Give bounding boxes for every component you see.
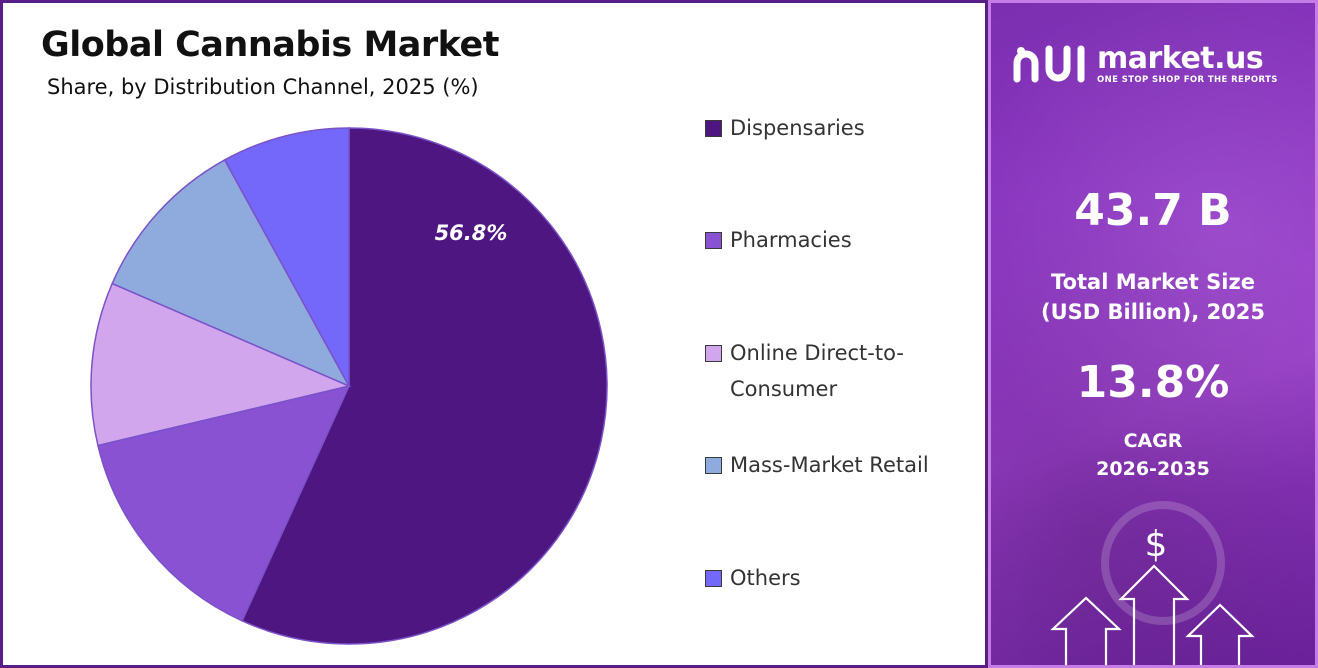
background-overlay bbox=[991, 3, 1315, 665]
legend-swatch bbox=[705, 345, 722, 362]
pie-slice-online-direct-to-consumer bbox=[90, 282, 352, 447]
legend-label: Online Direct-to-Consumer bbox=[730, 341, 904, 401]
brand-logo: market.us ONE STOP SHOP FOR THE REPORTS bbox=[1011, 41, 1301, 91]
legend-swatch bbox=[705, 457, 722, 474]
pie-slice-pharmacies bbox=[97, 384, 351, 622]
legend-label: Pharmacies bbox=[730, 228, 852, 252]
growth-arrows-illustration: $ bbox=[1050, 501, 1255, 665]
legend-label: Dispensaries bbox=[730, 116, 865, 140]
chart-subtitle: Share, by Distribution Channel, 2025 (%) bbox=[47, 75, 479, 99]
market-size-label-line2: (USD Billion), 2025 bbox=[1040, 300, 1266, 324]
market-us-logo-icon bbox=[1013, 45, 1085, 83]
chart-title: Global Cannabis Market bbox=[41, 25, 499, 65]
legend-swatch bbox=[705, 570, 722, 587]
legend-item-mass-market-retail: Mass-Market Retail bbox=[705, 453, 985, 483]
dollar-icon: $ bbox=[1145, 524, 1168, 565]
cagr-period: 2026-2035 bbox=[1096, 458, 1210, 480]
data-label-dispensaries: 56.8% bbox=[435, 221, 508, 245]
pie-slice-dispensaries bbox=[241, 127, 608, 645]
brand-tagline: ONE STOP SHOP FOR THE REPORTS bbox=[1097, 75, 1278, 85]
chart-panel: Global Cannabis Market Share, by Distrib… bbox=[0, 0, 988, 668]
legend-item-online-direct-to-consumer: Online Direct-to-Consumer bbox=[705, 341, 985, 407]
brand-name: market.us bbox=[1097, 41, 1264, 76]
arrow-icons bbox=[1050, 564, 1255, 665]
legend-item-dispensaries: Dispensaries bbox=[705, 116, 985, 146]
pie-slice-mass-market-retail bbox=[111, 158, 351, 388]
pie-chart: 56.8% bbox=[90, 127, 608, 645]
legend-swatch bbox=[705, 120, 722, 137]
legend-item-pharmacies: Pharmacies bbox=[705, 228, 985, 258]
market-size-label-line1: Total Market Size bbox=[1051, 270, 1255, 294]
pie-slice-others bbox=[223, 127, 350, 387]
legend-label: Mass-Market Retail bbox=[730, 453, 929, 477]
legend-item-others: Others bbox=[705, 566, 985, 596]
cagr-label: CAGR bbox=[1123, 430, 1183, 452]
cagr-value: 13.8% bbox=[1076, 357, 1230, 408]
market-size-value: 43.7 B bbox=[1074, 185, 1232, 236]
legend-label: Others bbox=[730, 566, 801, 590]
summary-panel: $ market.us ONE STOP SHOP FOR THE REPORT… bbox=[988, 0, 1318, 668]
legend-swatch bbox=[705, 232, 722, 249]
